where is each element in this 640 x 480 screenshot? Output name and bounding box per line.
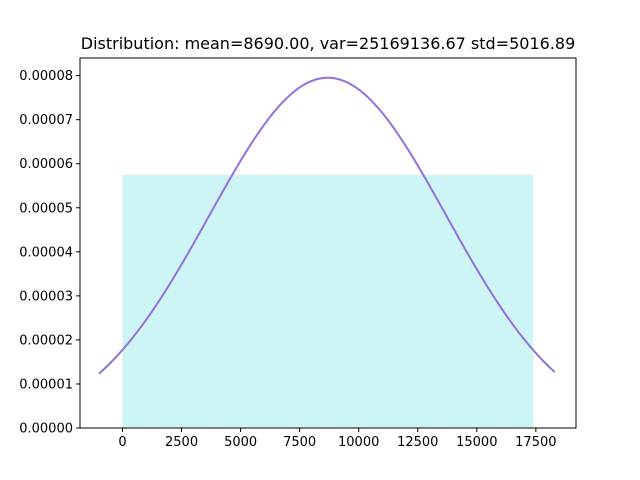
plot-frame	[79, 57, 577, 429]
histogram-bar	[204, 174, 226, 428]
histogram-bar	[327, 174, 349, 428]
histogram-bar	[491, 174, 513, 428]
x-tick-label: 7500	[283, 435, 316, 450]
x-tick-label: 0	[118, 435, 126, 450]
y-axis: 0.00000 0.00001 0.00002 0.00003 0.00004 0.000…	[19, 69, 80, 437]
y-tick-label: 0.00008	[19, 69, 73, 84]
y-tick-label: 0.00002	[19, 333, 73, 348]
x-tick-label: 5000	[224, 435, 257, 450]
histogram-bar	[512, 174, 534, 428]
histogram-bar	[122, 174, 144, 428]
x-tick-label: 12500	[397, 435, 438, 450]
histogram-bar	[245, 174, 267, 428]
histogram-bar	[266, 174, 288, 428]
x-tick-label: 2500	[165, 435, 198, 450]
chart-title: Distribution: mean=8690.00, var=25169136…	[81, 34, 576, 53]
histogram-bar	[143, 174, 164, 428]
histogram-bar	[430, 174, 452, 428]
histogram-bar	[225, 174, 246, 428]
y-tick-label: 0.00003	[19, 289, 73, 304]
density-curve	[98, 76, 556, 375]
histogram-bar	[471, 174, 493, 428]
histogram-bar	[286, 174, 308, 428]
x-tick-label: 17500	[515, 435, 556, 450]
histogram-bar	[389, 174, 411, 428]
histogram-bar	[348, 174, 370, 428]
y-tick-label: 0.00005	[19, 201, 73, 216]
histogram-bar	[409, 174, 431, 428]
x-tick-label: 15000	[456, 435, 497, 450]
histogram-bar	[368, 174, 390, 428]
x-axis: 0 2500 5000 7500 10000 12500 15000 17500	[118, 428, 557, 450]
y-tick-label: 0.00007	[19, 113, 73, 128]
y-tick-label: 0.00000	[19, 422, 73, 437]
histogram-bar	[450, 174, 472, 428]
histogram-bar	[307, 174, 329, 428]
histogram-bars	[122, 174, 534, 428]
histogram-bar	[184, 174, 205, 428]
x-tick-label: 10000	[338, 435, 379, 450]
y-tick-label: 0.00001	[19, 377, 73, 392]
density-curve-layer	[98, 76, 556, 375]
histogram-bar	[163, 174, 185, 428]
y-tick-label: 0.00006	[19, 157, 73, 172]
y-tick-label: 0.00004	[19, 245, 73, 260]
